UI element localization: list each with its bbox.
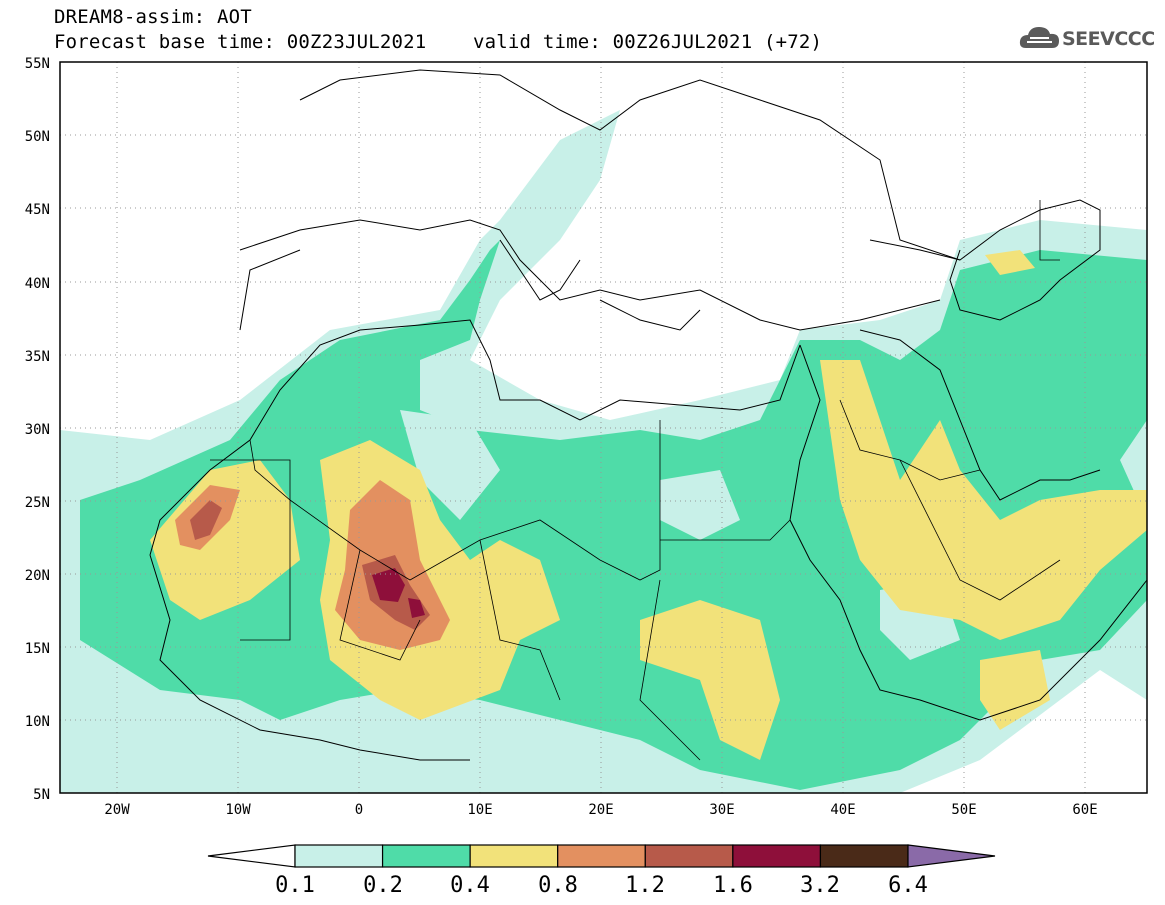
- lat-tick: 55N: [25, 56, 50, 72]
- lat-tick: 5N: [33, 787, 50, 803]
- lon-tick: 10E: [467, 802, 492, 818]
- lat-axis: 55N 50N 45N 40N 35N 30N 25N 20N 15N 10N …: [25, 56, 50, 803]
- lat-tick: 35N: [25, 349, 50, 365]
- lat-tick: 50N: [25, 129, 50, 145]
- lat-tick: 20N: [25, 568, 50, 584]
- lat-tick: 15N: [25, 641, 50, 657]
- colorbar-label: 0.8: [538, 873, 578, 898]
- aot-contour-1.2: [190, 500, 222, 540]
- colorbar-label: 3.2: [800, 873, 840, 898]
- colorbar-label: 0.2: [363, 873, 403, 898]
- colorbar-cell: [557, 844, 646, 868]
- colorbar-cell: [294, 844, 384, 868]
- logo-text: SEEVCCC: [1062, 28, 1155, 50]
- aot-contour-0.4: [820, 360, 1147, 640]
- seevccc-logo: SEEVCCC: [1018, 22, 1158, 58]
- colorbar-label: 0.4: [450, 873, 490, 898]
- aot-contour-0.4: [980, 650, 1050, 730]
- colorbar: 0.1 0.2 0.4 0.8 1.2 1.6 3.2 6.4: [207, 844, 996, 898]
- lon-tick: 60E: [1072, 802, 1097, 818]
- forecast-time-line: Forecast base time: 00Z23JUL2021 valid t…: [54, 31, 823, 53]
- colorbar-under-arrow: [207, 844, 296, 868]
- colorbar-label: 0.1: [275, 873, 315, 898]
- colorbar-cell: [469, 844, 559, 868]
- aot-contour-0.4: [985, 250, 1035, 275]
- lat-tick: 30N: [25, 422, 50, 438]
- lat-tick: 10N: [25, 714, 50, 730]
- lon-tick: 20W: [104, 802, 130, 818]
- aot-contour-1.6: [372, 568, 405, 602]
- lon-axis: 20W 10W 0 10E 20E 30E 40E 50E 60E: [104, 802, 1097, 818]
- lat-tick: 25N: [25, 495, 50, 511]
- aot-contour-0.1-patch: [400, 410, 500, 520]
- gridlines: [60, 62, 1147, 793]
- aot-contour-0.1-patch: [660, 470, 740, 540]
- country-borders: [210, 200, 1061, 761]
- colorbar-label: 1.2: [625, 873, 665, 898]
- lat-tick: 40N: [25, 276, 50, 292]
- lon-tick: 40E: [830, 802, 855, 818]
- colorbar-over-arrow: [907, 844, 996, 868]
- colorbar-cell: [381, 844, 471, 868]
- lon-tick: 30E: [709, 802, 734, 818]
- lon-tick: 0: [355, 802, 363, 818]
- colorbar-cell: [732, 844, 822, 868]
- map-frame: [59, 61, 1148, 794]
- lon-tick: 50E: [951, 802, 976, 818]
- aot-contour-1.6: [408, 598, 425, 618]
- cloud-logo-icon: [1019, 27, 1059, 48]
- coastlines: [149, 69, 1147, 761]
- aot-contour-0.4: [150, 460, 300, 620]
- colorbar-cell: [644, 844, 734, 868]
- lon-tick: 10W: [225, 802, 251, 818]
- colorbar-label: 6.4: [888, 873, 928, 898]
- map-title: DREAM8-assim: AOT: [54, 6, 252, 28]
- lat-tick: 45N: [25, 202, 50, 218]
- colorbar-cell: [819, 844, 909, 868]
- colorbar-label: 1.6: [713, 873, 753, 898]
- aot-field: [60, 62, 1147, 793]
- lon-tick: 20E: [588, 802, 613, 818]
